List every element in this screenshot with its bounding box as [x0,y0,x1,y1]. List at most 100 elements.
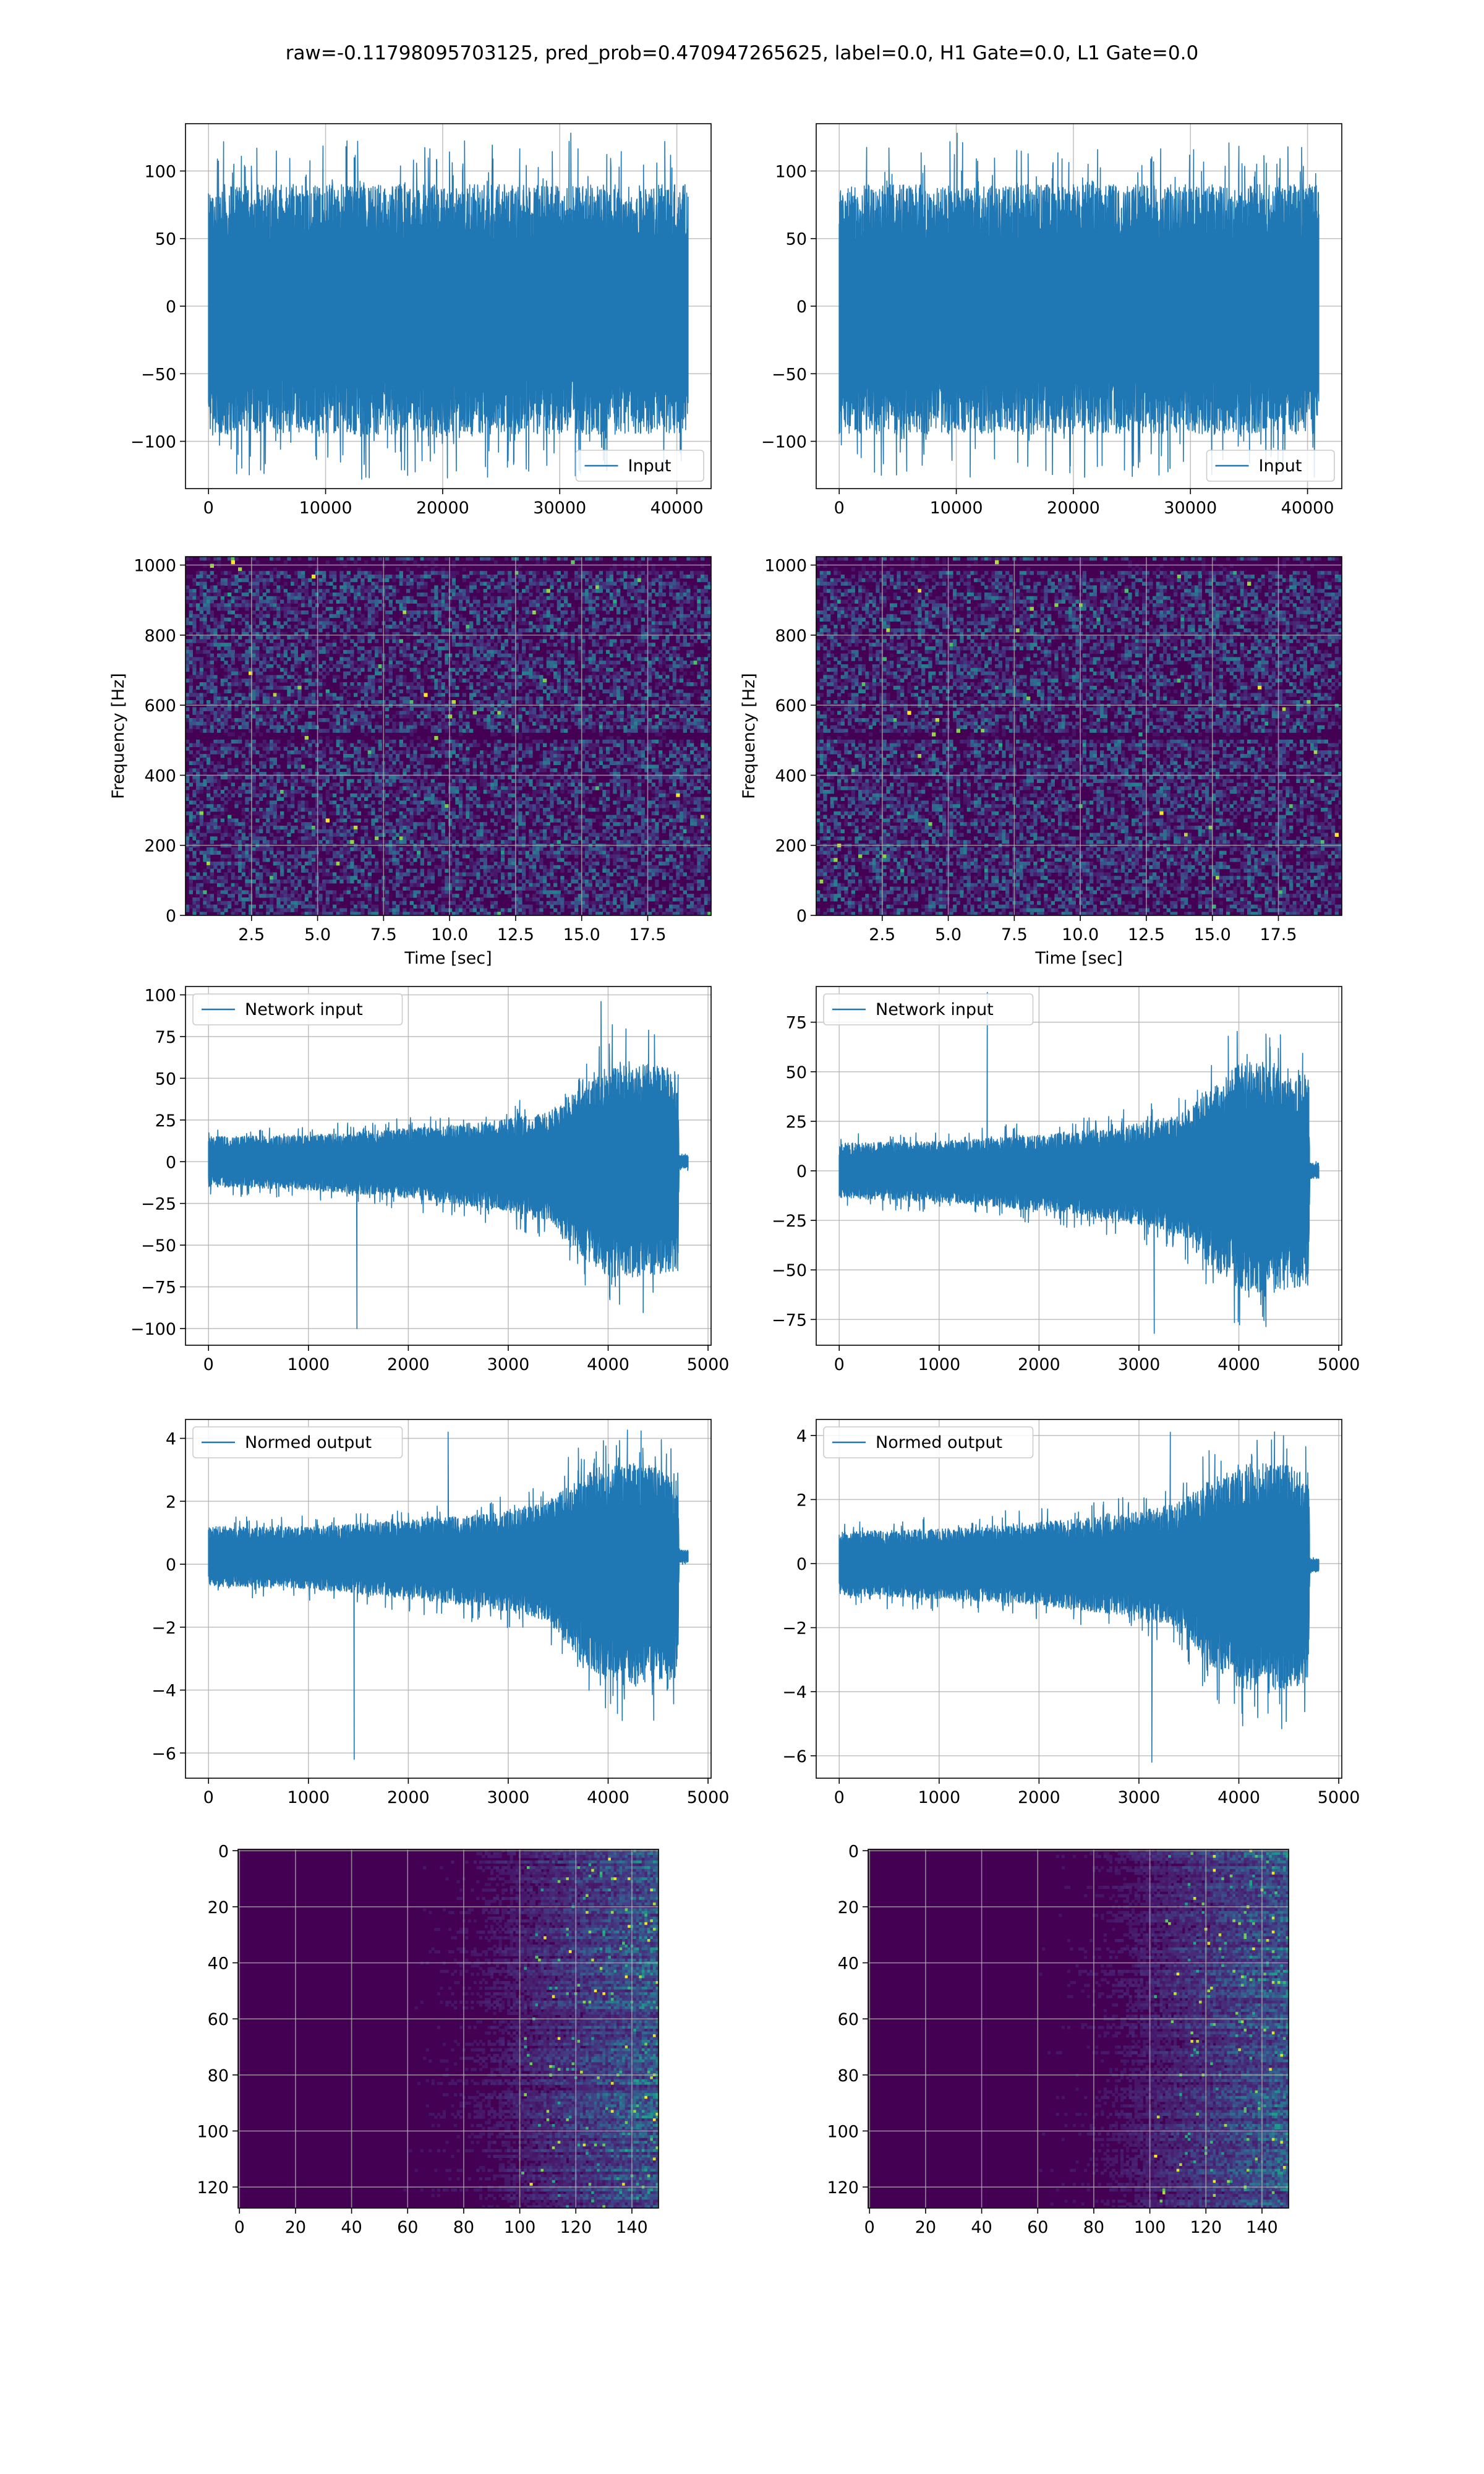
h1-spectrogram-cell [325,671,330,675]
h1-spectrogram-cell [567,761,571,765]
h1-spectrogram-cell [680,571,684,575]
h1-spectrogram-cell [599,667,603,672]
h1-spectrogram-cell [641,707,645,711]
h1-spectrogram-cell [339,703,344,708]
h1-spectrogram-cell [403,596,407,601]
h1-spectrogram-cell [448,707,453,711]
h1-spectrogram-cell [196,575,200,579]
h1-spectrogram-cell [441,575,445,579]
h1-spectrogram-cell [438,725,442,729]
h1-spectrogram-cell [424,557,428,561]
h1-spectrogram-cell [420,610,424,615]
h1-spectrogram-cell [539,696,544,701]
h1-spectrogram-cell [599,732,603,737]
h1-spectrogram-cell [599,754,603,758]
h1-spectrogram-cell [556,578,561,583]
h1-spectrogram-cell [672,711,676,715]
h1-spectrogram-cell [662,593,666,597]
h1-spectrogram-cell [308,603,312,607]
h1-spectrogram-cell [189,729,193,733]
h1-spectrogram-cell [273,761,277,765]
h1-spectrogram-cell [525,614,529,618]
h1-spectrogram-cell [231,575,235,579]
h1-spectrogram-cell [665,657,670,661]
h1-spectrogram-cell [609,625,613,629]
h1-spectrogram-cell [616,754,621,758]
h1-spectrogram-cell [350,725,354,729]
h1-spectrogram-cell [581,721,586,726]
h1-spectrogram-cell [228,707,232,711]
h1-spectrogram-cell [343,657,348,661]
h1-spectrogram-cell [318,649,323,654]
h1-spectrogram-cell [413,678,417,683]
h1-spectrogram-cell [388,678,393,683]
h1-spectrogram-cell [543,635,547,640]
h1-spectrogram-cell [252,646,256,651]
h1-spectrogram-cell [308,578,312,583]
h1-spectrogram-cell [217,646,221,651]
h1-spectrogram-cell [651,754,655,758]
h1-spectrogram-cell [186,599,190,604]
h1-spectrogram-cell [276,693,281,697]
h1-spectrogram-cell [312,639,316,643]
h1-spectrogram-cell [606,643,610,647]
h1-spectrogram-cell [638,693,642,697]
h1-spectrogram-cell [413,685,417,690]
h1-spectrogram-cell [592,625,596,629]
h1-spectrogram-cell [609,607,613,611]
h1-spectrogram-cell [255,596,260,601]
h1-spectrogram-cell [304,700,309,704]
h1-spectrogram-cell [641,585,645,589]
h1-spectrogram-cell [364,718,369,722]
h1-spectrogram-cell [280,631,284,636]
h1-spectrogram-cell [343,578,348,583]
h1-spectrogram-cell [592,685,596,690]
h1-spectrogram-cell [427,661,432,665]
h1-spectrogram-cell [459,593,463,597]
h1-spectrogram-cell [210,775,214,780]
h1-spectrogram-cell [413,628,417,633]
h1-spectrogram-cell [304,703,309,708]
h1-spectrogram-cell [672,585,676,589]
h1-spectrogram-cell [508,711,512,715]
h1-spectrogram-cell [189,603,193,607]
h1-spectrogram-cell [662,661,666,665]
h1-spectrogram-cell [238,725,242,729]
h1-spectrogram-cell [371,557,375,561]
h1-spectrogram-cell [627,678,631,683]
h1-spectrogram-cell [385,696,390,701]
h1-spectrogram-cell [291,736,295,740]
h1-spectrogram-cell [693,754,697,758]
h1-spectrogram-cell [441,718,445,722]
h1-spectrogram-cell [609,617,613,622]
h1-spectrogram-cell [294,661,298,665]
h1-spectrogram-cell [255,646,260,651]
h1-spectrogram-cell [430,657,435,661]
h1-spectrogram-cell [525,675,529,679]
h1-spectrogram-cell [483,575,487,579]
h1-spectrogram-cell [592,682,596,687]
h1-spectrogram-cell [487,703,491,708]
h1-spectrogram-cell [249,628,253,633]
h1-spectrogram-cell [409,739,414,744]
h1-spectrogram-cell [592,653,596,657]
h1-spectrogram-cell [255,678,260,683]
h1-spectrogram-cell [644,711,649,715]
h1-spectrogram-cell [466,575,470,579]
h1-spectrogram-cell [318,589,323,593]
h1-spectrogram-cell [546,617,550,622]
h1-spectrogram-cell [417,667,421,672]
h1-spectrogram-cell [441,743,445,747]
h1-spectrogram-cell [403,678,407,683]
h1-spectrogram-cell [241,657,245,661]
h1-spectrogram-cell [228,689,232,693]
h1-spectrogram-cell [655,703,659,708]
h1-spectrogram-cell [385,628,390,633]
h1-spectrogram-cell [501,653,505,657]
h1-spectrogram-cell [504,696,508,701]
h1-spectrogram-cell [396,557,400,561]
h1-spectrogram-cell [245,739,249,744]
h1-spectrogram-cell [270,700,274,704]
h1-spectrogram-cell [609,675,613,679]
h1-spectrogram-cell [259,596,263,601]
